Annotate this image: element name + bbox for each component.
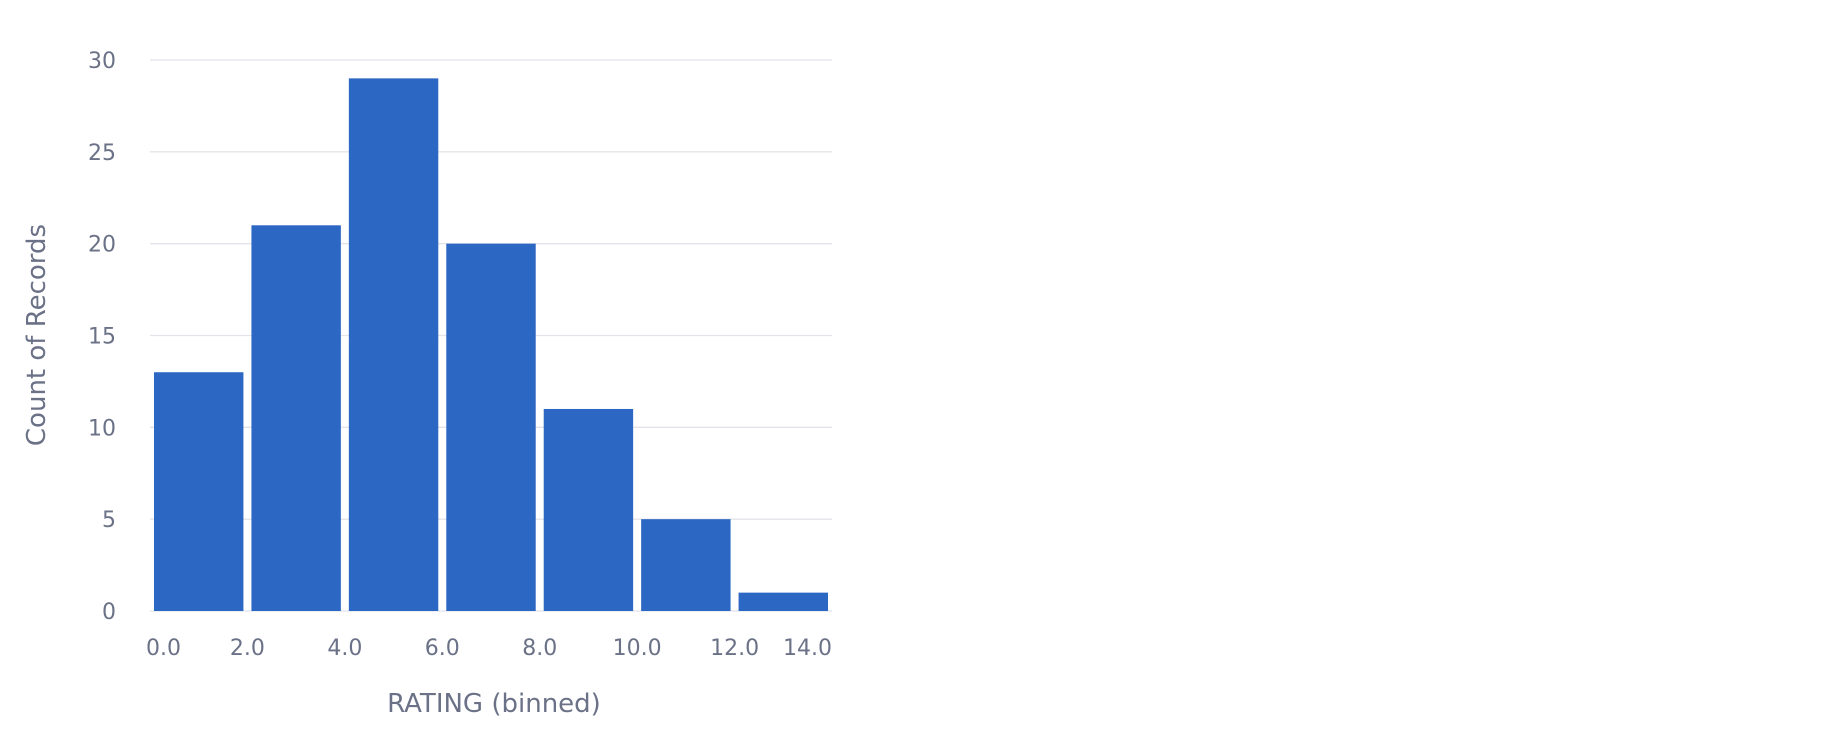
x-axis-title: RATING (binned) bbox=[387, 689, 601, 719]
bar-bin-6[interactable] bbox=[738, 592, 828, 611]
bar-bin-3[interactable] bbox=[446, 243, 536, 611]
y-tick-label: 5 bbox=[102, 508, 116, 533]
x-tick-label: 2.0 bbox=[230, 636, 265, 661]
y-tick-label: 15 bbox=[88, 325, 116, 350]
x-tick-label: 4.0 bbox=[327, 636, 362, 661]
x-tick-label: 12.0 bbox=[710, 636, 759, 661]
x-tick-label: 14.0 bbox=[783, 636, 832, 661]
y-tick-label: 25 bbox=[88, 141, 116, 166]
bars bbox=[154, 78, 828, 612]
x-tick-labels: 0.0 2.0 4.0 6.0 8.0 10.0 12.0 14.0 bbox=[146, 636, 832, 661]
x-tick-label: 8.0 bbox=[522, 636, 557, 661]
y-tick-label: 30 bbox=[88, 49, 116, 74]
y-tick-label: 0 bbox=[102, 600, 116, 625]
x-tick-label: 10.0 bbox=[613, 636, 662, 661]
bar-bin-0[interactable] bbox=[154, 372, 244, 611]
y-tick-label: 20 bbox=[88, 233, 116, 258]
bar-bin-2[interactable] bbox=[348, 78, 439, 611]
y-tick-label: 10 bbox=[88, 416, 116, 441]
y-axis-title: Count of Records bbox=[22, 224, 52, 446]
x-tick-label: 0.0 bbox=[146, 636, 181, 661]
bar-bin-1[interactable] bbox=[251, 225, 341, 612]
bar-bin-5[interactable] bbox=[641, 519, 731, 611]
bar-bin-4[interactable] bbox=[543, 408, 634, 611]
y-tick-labels: 0 5 10 15 20 25 30 bbox=[88, 49, 116, 625]
x-tick-label: 6.0 bbox=[425, 636, 460, 661]
